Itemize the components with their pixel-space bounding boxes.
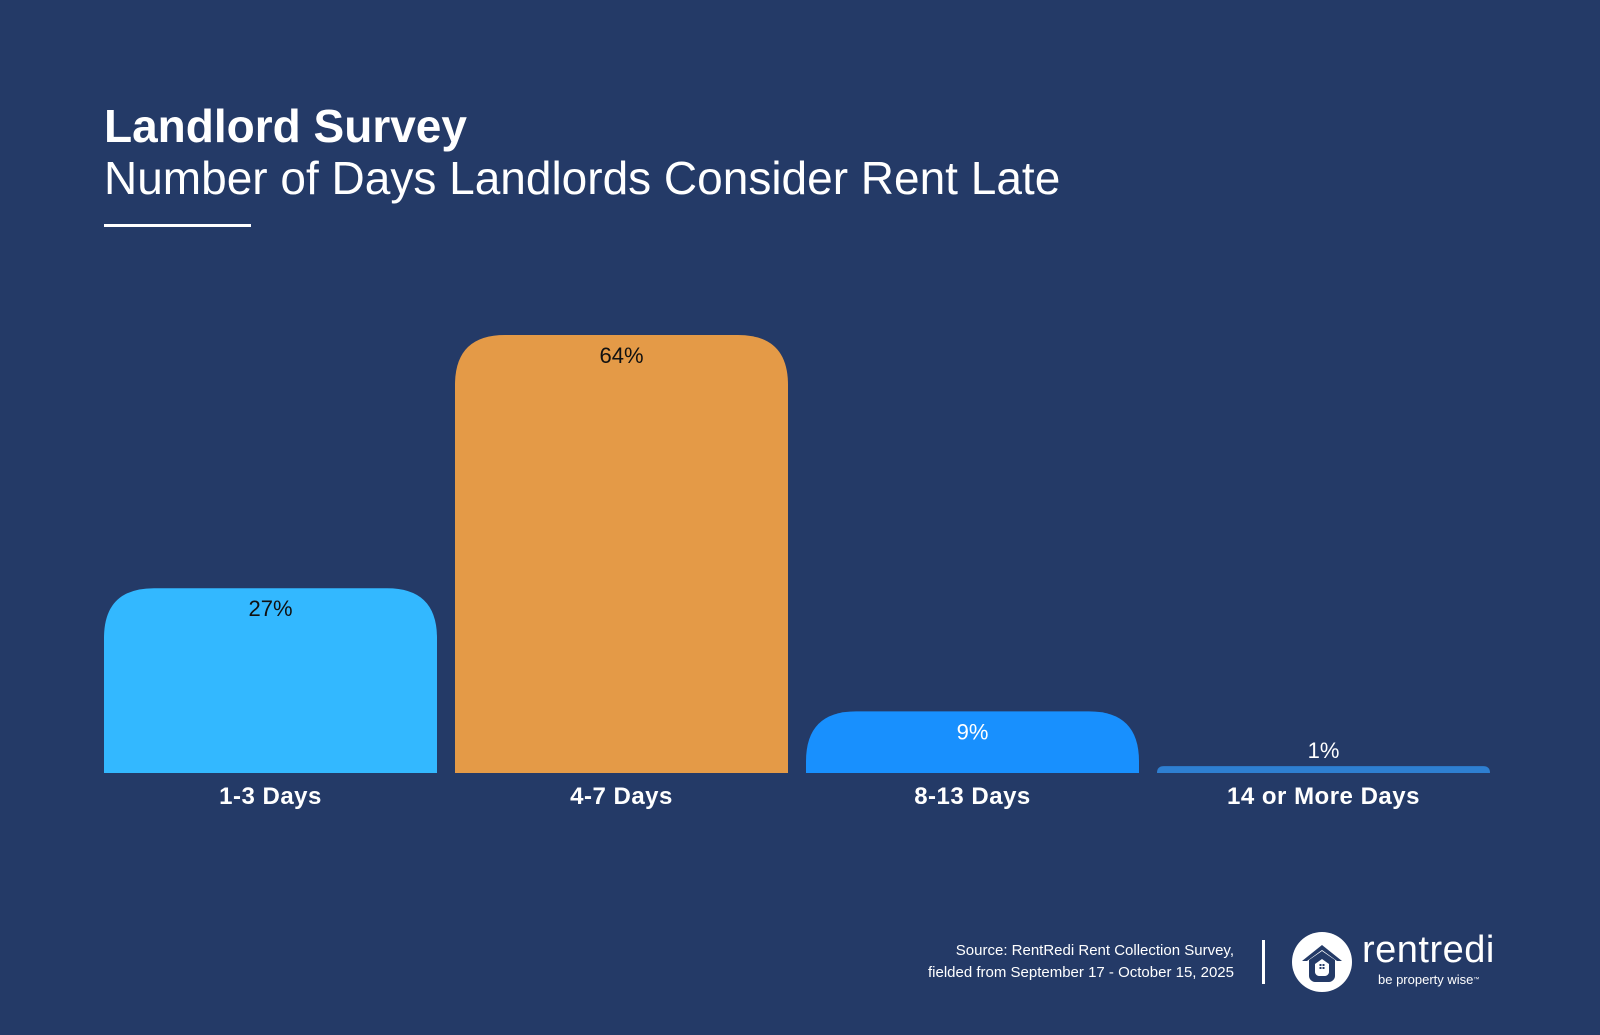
house-icon [1292, 932, 1352, 992]
value-label: 27% [248, 596, 292, 621]
bar-1-3-days [104, 588, 437, 773]
category-label: 8-13 Days [914, 783, 1031, 810]
title-underline [104, 224, 251, 227]
category-label: 14 or More Days [1227, 783, 1420, 810]
value-label: 9% [957, 719, 989, 744]
brand-tagline: be property wise™ [1378, 972, 1479, 988]
bar-4-7-days [455, 335, 788, 773]
source-note: Source: RentRedi Rent Collection Survey,… [928, 940, 1234, 984]
value-label: 1% [1308, 738, 1340, 763]
value-label: 64% [599, 343, 643, 368]
category-label: 1-3 Days [219, 783, 322, 810]
brand-name: rentredi [1362, 929, 1495, 971]
chart-title: Landlord Survey [104, 100, 467, 152]
bar-8-13-days [806, 711, 1139, 773]
trademark-symbol: ™ [1473, 977, 1480, 983]
category-label: 4-7 Days [570, 783, 673, 810]
chart-subtitle: Number of Days Landlords Consider Rent L… [104, 152, 1061, 204]
source-line-1: Source: RentRedi Rent Collection Survey, [955, 942, 1234, 959]
footer-divider [1262, 940, 1265, 984]
bar-chart: 27% 1-3 Days 64% 4-7 Days 9% 8-13 Days 1% 14 or… [104, 335, 1490, 810]
brand-tagline-text: be property wise [1378, 972, 1474, 987]
source-line-2: fielded from September 17 - October 15, … [927, 964, 1234, 981]
rentredi-logo: rentredi be property wise™ [1290, 929, 1494, 996]
bar-14-or-more-days [1157, 766, 1490, 773]
